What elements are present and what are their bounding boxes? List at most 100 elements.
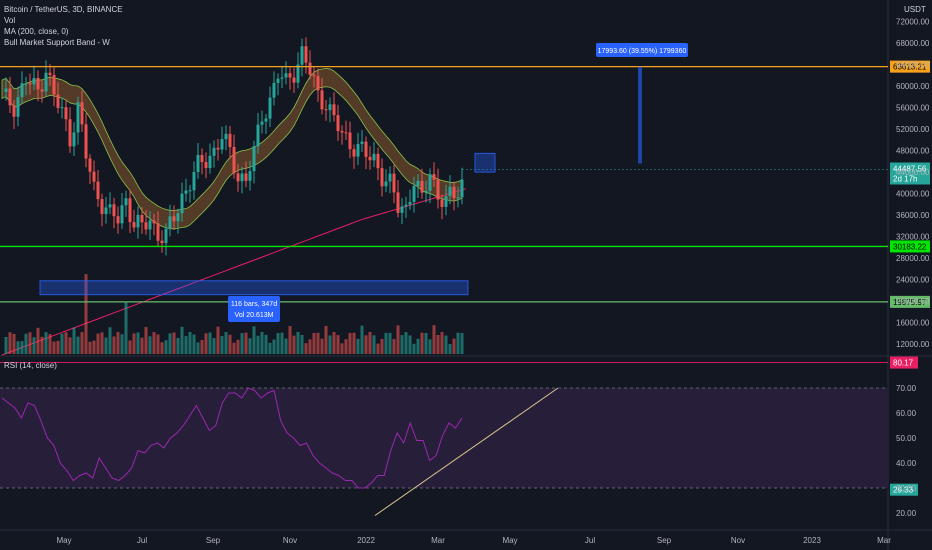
price-range-label-bg xyxy=(596,43,688,57)
volume-bar xyxy=(168,333,172,354)
candle-body xyxy=(16,97,20,117)
candle-body xyxy=(240,173,244,182)
volume-bar xyxy=(244,332,248,354)
candle-body xyxy=(212,147,216,156)
volume-bar xyxy=(296,332,300,354)
volume-bar xyxy=(80,332,84,354)
volume-bar xyxy=(200,340,204,354)
rsi-upper-tag-label: 80.17 xyxy=(893,359,914,368)
volume-bar xyxy=(152,332,156,354)
y-tick-label: 16000.00 xyxy=(896,319,930,328)
candle-body xyxy=(12,105,16,117)
y-tick-label: 40000.00 xyxy=(896,190,930,199)
ma-200-line xyxy=(1,188,467,356)
volume-bar xyxy=(376,343,380,354)
volume-bar xyxy=(340,343,344,354)
price-candles xyxy=(4,37,464,256)
volume-bar xyxy=(116,332,120,354)
candle-body xyxy=(436,179,440,200)
candle-body xyxy=(96,181,100,200)
rsi-tick-label: 60.00 xyxy=(896,409,917,418)
volume-bar xyxy=(256,335,260,354)
volume-bar xyxy=(240,333,244,354)
candle-body xyxy=(140,214,144,223)
rsi-tick-label: 30.00 xyxy=(896,484,917,493)
level-tag xyxy=(890,240,930,253)
candle-body xyxy=(368,156,372,161)
countdown-label: 2d 17h xyxy=(893,174,917,183)
candle-body xyxy=(148,220,152,230)
volume-bar xyxy=(216,326,220,354)
candle-body xyxy=(52,74,56,95)
projection-box xyxy=(474,152,496,173)
candle-body xyxy=(324,109,328,111)
level-tag xyxy=(890,60,930,73)
candle-body xyxy=(412,186,416,202)
x-tick-label: Nov xyxy=(283,536,297,545)
volume-bar xyxy=(276,333,280,354)
candle-body xyxy=(152,220,156,224)
volume-bar xyxy=(68,337,72,354)
y-tick-label: 60000.00 xyxy=(896,82,930,91)
x-tick-label: Mar xyxy=(877,536,891,545)
volume-bar xyxy=(156,334,160,354)
candle-body xyxy=(156,223,160,241)
candle-body xyxy=(388,173,392,182)
volume-bar xyxy=(420,332,424,354)
volume-bar xyxy=(140,337,144,354)
volume-bar xyxy=(412,343,416,354)
x-tick-label: Nov xyxy=(731,536,745,545)
rsi-tick-label: 70.00 xyxy=(896,384,917,393)
candle-body xyxy=(444,196,448,207)
level-tag-label: 30183.22 xyxy=(893,242,927,251)
volume-bar xyxy=(424,332,428,354)
candle-body xyxy=(120,205,124,224)
candle-body xyxy=(188,190,192,192)
volume-bar xyxy=(452,338,456,354)
candle-body xyxy=(384,181,388,187)
candle-body xyxy=(160,240,164,244)
candle-body xyxy=(340,130,344,133)
volume-bar xyxy=(336,335,340,354)
candle-body xyxy=(428,174,432,191)
volume-bar xyxy=(384,332,388,354)
volume-bar xyxy=(416,338,420,354)
x-tick-label: May xyxy=(56,536,71,545)
candle-body xyxy=(136,214,140,228)
candle-body xyxy=(452,186,456,199)
candle-body xyxy=(108,204,112,208)
volume-bar xyxy=(28,332,32,354)
candle-body xyxy=(408,201,412,205)
volume-bar xyxy=(228,334,232,354)
volume-bar xyxy=(344,339,348,354)
candle-body xyxy=(128,198,132,223)
volume-bar xyxy=(212,338,216,354)
candle-body xyxy=(360,141,364,145)
volume-bar xyxy=(444,335,448,354)
volume-bar xyxy=(252,326,256,354)
volume-bar xyxy=(380,338,384,354)
volume-bar xyxy=(88,341,92,354)
candle-body xyxy=(432,174,436,180)
volume-bar xyxy=(108,327,112,354)
axes: 72000.00 68000.00 64000.00 60000.00 56000.00… xyxy=(56,18,929,545)
rsi-band xyxy=(0,388,888,488)
volume-bar xyxy=(288,326,292,354)
rsi-tick-label: 40.00 xyxy=(896,459,917,468)
rsi-legend: RSI (14, close) xyxy=(4,361,57,370)
volume-bar xyxy=(92,340,96,354)
volume-bar xyxy=(392,339,396,354)
volume-bar xyxy=(208,332,212,354)
candle-body xyxy=(24,83,28,85)
candle-body xyxy=(268,97,272,119)
y-tick-label: 24000.00 xyxy=(896,276,930,285)
y-tick-label: 52000.00 xyxy=(896,125,930,134)
volume-bar xyxy=(204,333,208,354)
volume-bar xyxy=(268,342,272,354)
candle-body xyxy=(116,216,120,224)
level-tag xyxy=(890,295,930,308)
last-price-label: 44487.56 xyxy=(893,164,927,173)
volume-bar xyxy=(16,341,20,354)
